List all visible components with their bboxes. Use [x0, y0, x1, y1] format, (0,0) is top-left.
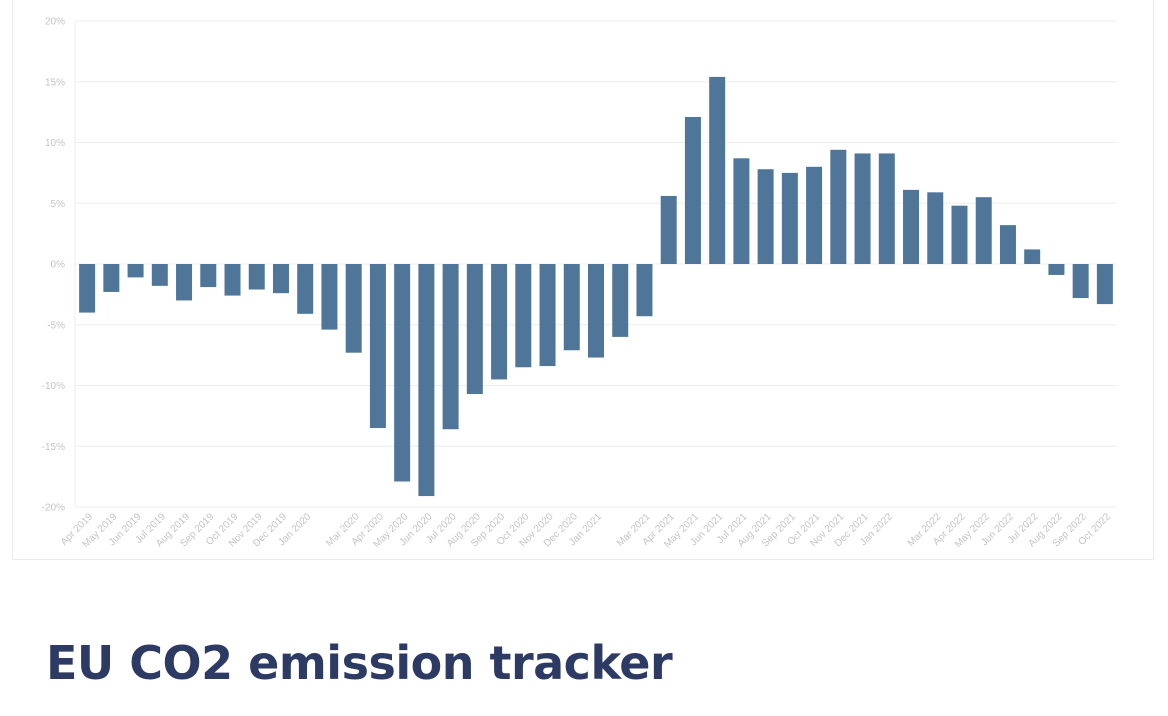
- bar: [539, 264, 556, 367]
- bar: [369, 264, 386, 429]
- bar: [394, 264, 411, 482]
- bar: [660, 195, 677, 264]
- bar: [224, 264, 241, 296]
- bar: [999, 225, 1016, 264]
- bar: [903, 189, 920, 264]
- y-tick-label: 20%: [45, 17, 65, 28]
- bar: [321, 264, 338, 330]
- bar: [1096, 264, 1113, 305]
- bar: [709, 76, 726, 264]
- chart-card: 20% 15% 10% 5% 0% -5% -10% -15% -20% Apr 2019 May …: [12, 0, 1154, 560]
- page-title: EU CO2 emission tracker: [46, 636, 673, 690]
- bar: [588, 264, 604, 358]
- bar: [878, 153, 895, 264]
- bar: [563, 264, 580, 351]
- bar-chart: 20%15%10%5%0%-5%-10%-15%-20%Apr 2019May …: [42, 17, 1117, 550]
- bar: [927, 192, 944, 264]
- bar: [466, 264, 483, 395]
- bar: [951, 205, 968, 264]
- y-tick-label: -15%: [42, 442, 65, 453]
- bar: [733, 158, 750, 264]
- bar: [127, 264, 144, 278]
- bar: [830, 149, 847, 264]
- bar: [781, 172, 798, 264]
- bar: [515, 264, 532, 368]
- y-tick-label: -20%: [42, 503, 65, 514]
- bar: [806, 166, 823, 264]
- bar: [200, 264, 217, 288]
- y-tick-label: -5%: [47, 320, 65, 331]
- bar: [418, 264, 435, 497]
- bar: [151, 264, 168, 286]
- bar: [491, 264, 508, 380]
- bar: [854, 153, 871, 264]
- bar: [636, 264, 653, 317]
- bar: [248, 264, 265, 290]
- y-tick-label: 10%: [45, 138, 65, 149]
- bar: [297, 264, 314, 314]
- bar: [684, 116, 701, 264]
- bar: [176, 264, 193, 301]
- bar: [79, 264, 96, 313]
- y-tick-label: 15%: [45, 77, 65, 88]
- bar: [442, 264, 459, 430]
- bar: [1024, 249, 1041, 264]
- bar: [103, 264, 120, 292]
- y-tick-label: -10%: [42, 381, 65, 392]
- bar: [345, 264, 362, 353]
- bar: [1048, 264, 1065, 275]
- bar: [1072, 264, 1089, 299]
- bar: [975, 197, 992, 264]
- y-tick-label: 5%: [51, 199, 66, 210]
- bar: [612, 264, 629, 337]
- y-tick-label: 0%: [51, 260, 66, 271]
- bar: [272, 264, 289, 294]
- bar: [757, 169, 774, 264]
